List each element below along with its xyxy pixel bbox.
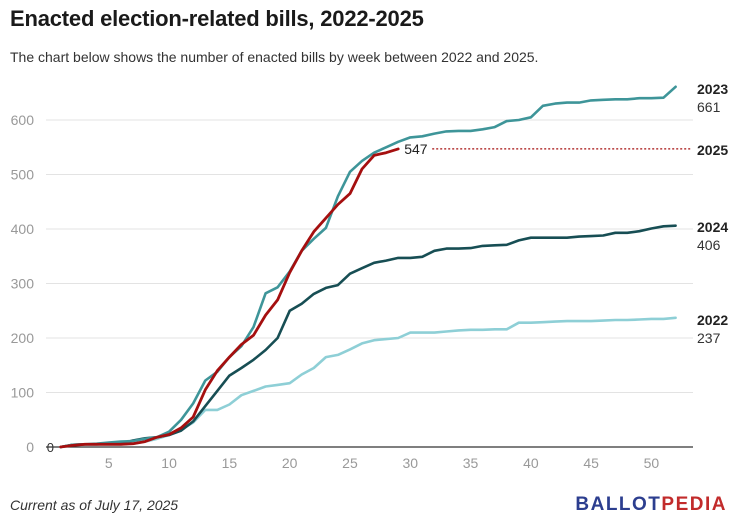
- footer-note: Current as of July 17, 2025: [10, 497, 179, 513]
- x-tick-label: 15: [222, 455, 238, 471]
- axis-layer: 0 100 200 300 400 500 600 5 10 15 20 25 30 35 40 45 50: [11, 112, 693, 471]
- series-line-2025: [59, 147, 400, 449]
- x-tick-label: 45: [583, 455, 599, 471]
- series-name-label-2022: 2022: [697, 312, 728, 328]
- series-end-value-2023: 661: [697, 99, 721, 115]
- series-layer: [59, 85, 691, 449]
- series-line-2022: [59, 316, 677, 449]
- x-tick-label: 10: [161, 455, 177, 471]
- series-name-label-2025: 2025: [697, 142, 728, 158]
- x-tick-label: 25: [342, 455, 358, 471]
- grid-layer: [46, 119, 693, 393]
- series-end-value-2025: 547: [404, 141, 428, 157]
- series-name-label-2024: 2024: [697, 219, 728, 235]
- logo-part-pedia: PEDIA: [661, 494, 727, 515]
- y-tick-label: 500: [11, 167, 35, 183]
- x-tick-label: 40: [523, 455, 539, 471]
- start-value-label: 0: [47, 440, 54, 455]
- chart-subtitle: The chart below shows the number of enac…: [10, 49, 539, 65]
- series-end-value-2024: 406: [697, 237, 721, 253]
- series-name-label-2023: 2023: [697, 81, 728, 97]
- y-tick-label: 300: [11, 276, 35, 292]
- y-tick-label: 600: [11, 112, 35, 128]
- y-tick-label: 100: [11, 385, 35, 401]
- y-tick-label: 200: [11, 330, 35, 346]
- ballotpedia-logo[interactable]: BALLOTPEDIA: [575, 494, 727, 516]
- x-tick-label: 35: [463, 455, 479, 471]
- chart-title: Enacted election-related bills, 2022-202…: [10, 6, 424, 31]
- y-tick-label: 0: [26, 439, 34, 455]
- series-line-2024: [59, 224, 677, 449]
- logo-part-ballot: BALLOT: [575, 494, 662, 515]
- x-tick-label: 5: [105, 455, 113, 471]
- y-tick-label: 400: [11, 221, 35, 237]
- label-layer: 0 2022 237 2023 661 2024 406 547 2025: [47, 81, 729, 455]
- x-tick-label: 20: [282, 455, 298, 471]
- series-end-value-2022: 237: [697, 330, 721, 346]
- x-tick-label: 50: [644, 455, 660, 471]
- x-tick-label: 30: [402, 455, 418, 471]
